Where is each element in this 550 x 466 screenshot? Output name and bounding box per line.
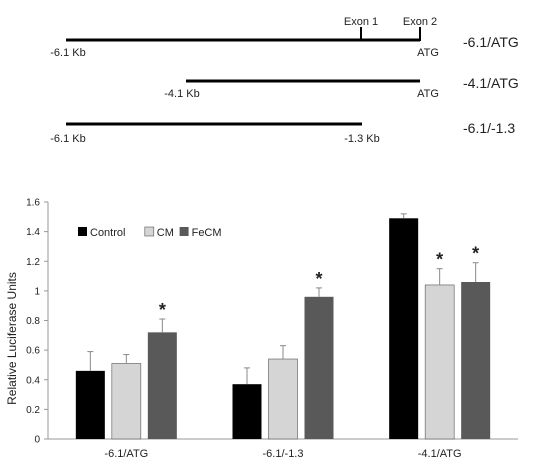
legend-label: FeCM — [192, 227, 222, 239]
legend-label: CM — [157, 227, 174, 239]
legend-swatch — [78, 227, 87, 236]
construct-start-label: -6.1 Kb — [50, 133, 85, 145]
legend-swatch — [144, 226, 155, 237]
bar-control — [75, 370, 105, 439]
y-tick-label: 0.4 — [26, 375, 40, 386]
construct-end-label: ATG — [417, 47, 439, 59]
x-tick-label: -6.1/-1.3 — [263, 448, 304, 460]
construct-name: -4.1/ATG — [463, 75, 519, 91]
y-tick-label: 1.6 — [26, 198, 40, 209]
legend-label: Control — [90, 227, 125, 239]
construct-end-label: -1.3 Kb — [344, 133, 379, 145]
y-tick-label: 0 — [34, 435, 40, 446]
bar-fecm — [304, 296, 334, 439]
y-tick-label: 0.8 — [26, 316, 40, 327]
construct-diagram: Exon 1 Exon 2 -6.1 Kb ATG -6.1/ATG -4.1 Kb ATG… — [50, 16, 519, 145]
construct-start-label: -4.1 Kb — [164, 88, 199, 100]
exon-label: Exon 1 — [344, 16, 378, 28]
bar-cm — [424, 284, 455, 440]
y-axis-label: Relative Luciferase Units — [5, 272, 19, 405]
luciferase-bar-chart: 0 0.2 0.4 0.6 0.8 1 1.2 1.4 1.6 Relative Lucifera… — [5, 198, 518, 460]
bar-fecm — [147, 332, 177, 439]
significance-marker: * — [472, 244, 479, 264]
x-tick-label: -4.1/ATG — [418, 448, 462, 460]
y-tick-label: 1 — [34, 286, 40, 297]
y-tick-label: 0.2 — [26, 405, 40, 416]
bar-fecm — [461, 281, 491, 439]
y-tick-label: 0.6 — [26, 346, 40, 357]
bar-cm — [111, 363, 142, 440]
legend-swatch — [179, 227, 189, 236]
significance-marker: * — [436, 250, 443, 270]
y-tick-label: 1.4 — [26, 227, 40, 238]
bar-control — [232, 384, 262, 439]
significance-marker: * — [315, 269, 322, 289]
construct-name: -6.1/ATG — [463, 34, 519, 50]
construct-start-label: -6.1 Kb — [50, 47, 85, 59]
x-tick-label: -6.1/ATG — [104, 448, 148, 460]
bar-control — [389, 218, 419, 439]
bar-cm — [268, 358, 298, 440]
significance-marker: * — [159, 300, 166, 320]
construct-end-label: ATG — [417, 88, 439, 100]
exon-label: Exon 2 — [403, 16, 437, 28]
construct-name: -6.1/-1.3 — [463, 120, 515, 136]
y-tick-label: 1.2 — [26, 257, 40, 268]
